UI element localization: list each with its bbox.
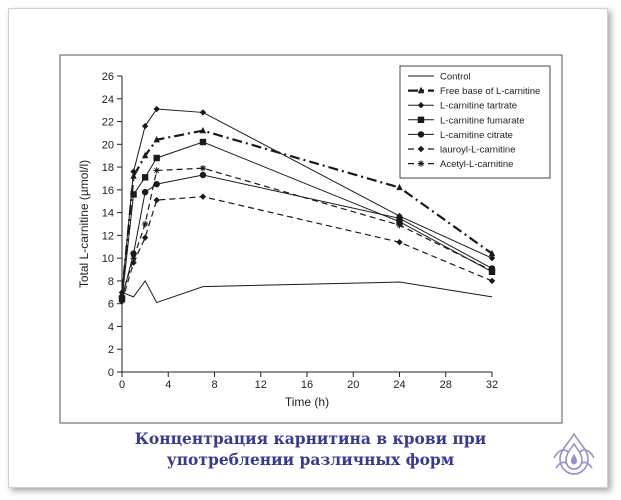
caption-line-1: Концентрация карнитина в крови при: [134, 429, 487, 448]
legend-swatch-marker: [417, 160, 425, 167]
data-point: [488, 277, 496, 285]
legend-label: L-carnitine citrate: [440, 130, 513, 141]
data-point: [488, 254, 496, 262]
data-point: [488, 249, 496, 257]
y-tick-label: 2: [108, 344, 114, 356]
x-tick-label: 8: [211, 379, 217, 391]
y-tick-label: 12: [102, 230, 114, 242]
x-tick-label: 0: [119, 379, 125, 391]
data-point: [141, 220, 149, 228]
y-tick-label: 4: [108, 321, 114, 333]
data-point: [130, 254, 137, 262]
y-tick-label: 16: [102, 185, 114, 197]
legend-label: L-carnitine tartrate: [440, 101, 517, 112]
data-point: [141, 122, 149, 130]
y-tick-label: 26: [102, 71, 114, 83]
data-point: [396, 215, 403, 222]
caption-line-2: употреблении различных форм: [166, 450, 455, 469]
data-point: [153, 154, 160, 162]
legend-swatch-marker: [417, 145, 425, 153]
legend-label: lauroyl-L-carnitine: [440, 145, 516, 156]
data-point: [396, 183, 403, 191]
x-tick-label: 32: [486, 379, 498, 391]
series-6: [118, 165, 496, 299]
series-0: [121, 279, 493, 304]
x-tick-label: 20: [347, 379, 359, 391]
x-tick-label: 12: [255, 379, 267, 391]
data-point: [199, 165, 207, 172]
data-point: [153, 196, 160, 204]
y-tick-label: 6: [108, 299, 114, 311]
data-point: [130, 191, 137, 198]
series-line: [121, 279, 493, 304]
data-point: [153, 135, 160, 143]
y-tick-label: 0: [108, 367, 114, 379]
legend-label: Free base of L-carnitine: [440, 86, 540, 97]
x-axis-label: Time (h): [285, 395, 329, 409]
legend-swatch-marker: [417, 102, 425, 109]
series-line: [121, 167, 493, 296]
data-point: [199, 171, 207, 179]
series-line: [121, 196, 493, 302]
data-point: [130, 168, 137, 175]
legend-item: Acetyl-L-carnitine: [408, 159, 513, 170]
data-point: [153, 180, 160, 188]
y-tick-label: 24: [102, 94, 114, 106]
y-tick-label: 8: [108, 276, 114, 288]
data-point: [141, 174, 149, 181]
water-drop-lotus-icon: [553, 432, 595, 475]
x-tick-label: 4: [165, 379, 171, 391]
data-point: [141, 234, 149, 241]
legend-swatch-marker: [417, 86, 425, 94]
y-tick-label: 22: [102, 117, 114, 129]
legend-label: Acetyl-L-carnitine: [440, 159, 513, 170]
data-point: [199, 193, 207, 200]
legend-item: L-carnitine citrate: [408, 130, 513, 141]
y-tick-label: 20: [102, 139, 114, 151]
x-tick-label: 24: [393, 379, 405, 391]
data-point: [153, 105, 160, 113]
legend-label: L-carnitine fumarate: [440, 115, 524, 126]
x-tick-label: 16: [301, 379, 313, 391]
data-point: [396, 218, 403, 225]
data-point: [199, 138, 207, 146]
caption: Концентрация карнитина в крови при употр…: [0, 428, 621, 470]
data-point: [141, 188, 149, 196]
chart-border: [59, 54, 563, 424]
series-line: [121, 174, 493, 299]
y-tick-label: 18: [102, 162, 114, 174]
x-tick-label: 28: [440, 379, 452, 391]
legend-swatch-marker: [417, 116, 425, 123]
data-point: [199, 126, 207, 134]
data-point: [396, 221, 403, 229]
legend-box: [399, 65, 551, 179]
data-point: [141, 151, 149, 159]
legend-item: Control: [408, 72, 471, 83]
legend-item: L-carnitine fumarate: [408, 115, 524, 126]
legend-swatch-marker: [417, 131, 425, 138]
legend-item: Free base of L-carnitine: [408, 86, 540, 97]
data-point: [488, 267, 496, 274]
data-point: [153, 167, 160, 174]
data-point: [118, 298, 126, 305]
series-4: [118, 171, 496, 302]
series-5: [118, 193, 496, 305]
data-point: [199, 109, 207, 116]
y-tick-label: 10: [102, 253, 114, 265]
y-axis-label: Total L-carnitine (µmol/l): [77, 160, 91, 288]
y-tick-label: 14: [102, 208, 114, 220]
legend-label: Control: [440, 72, 471, 83]
data-point: [396, 239, 403, 246]
legend-item: lauroyl-L-carnitine: [408, 145, 516, 156]
data-point: [118, 292, 126, 299]
legend-item: L-carnitine tartrate: [408, 101, 517, 112]
